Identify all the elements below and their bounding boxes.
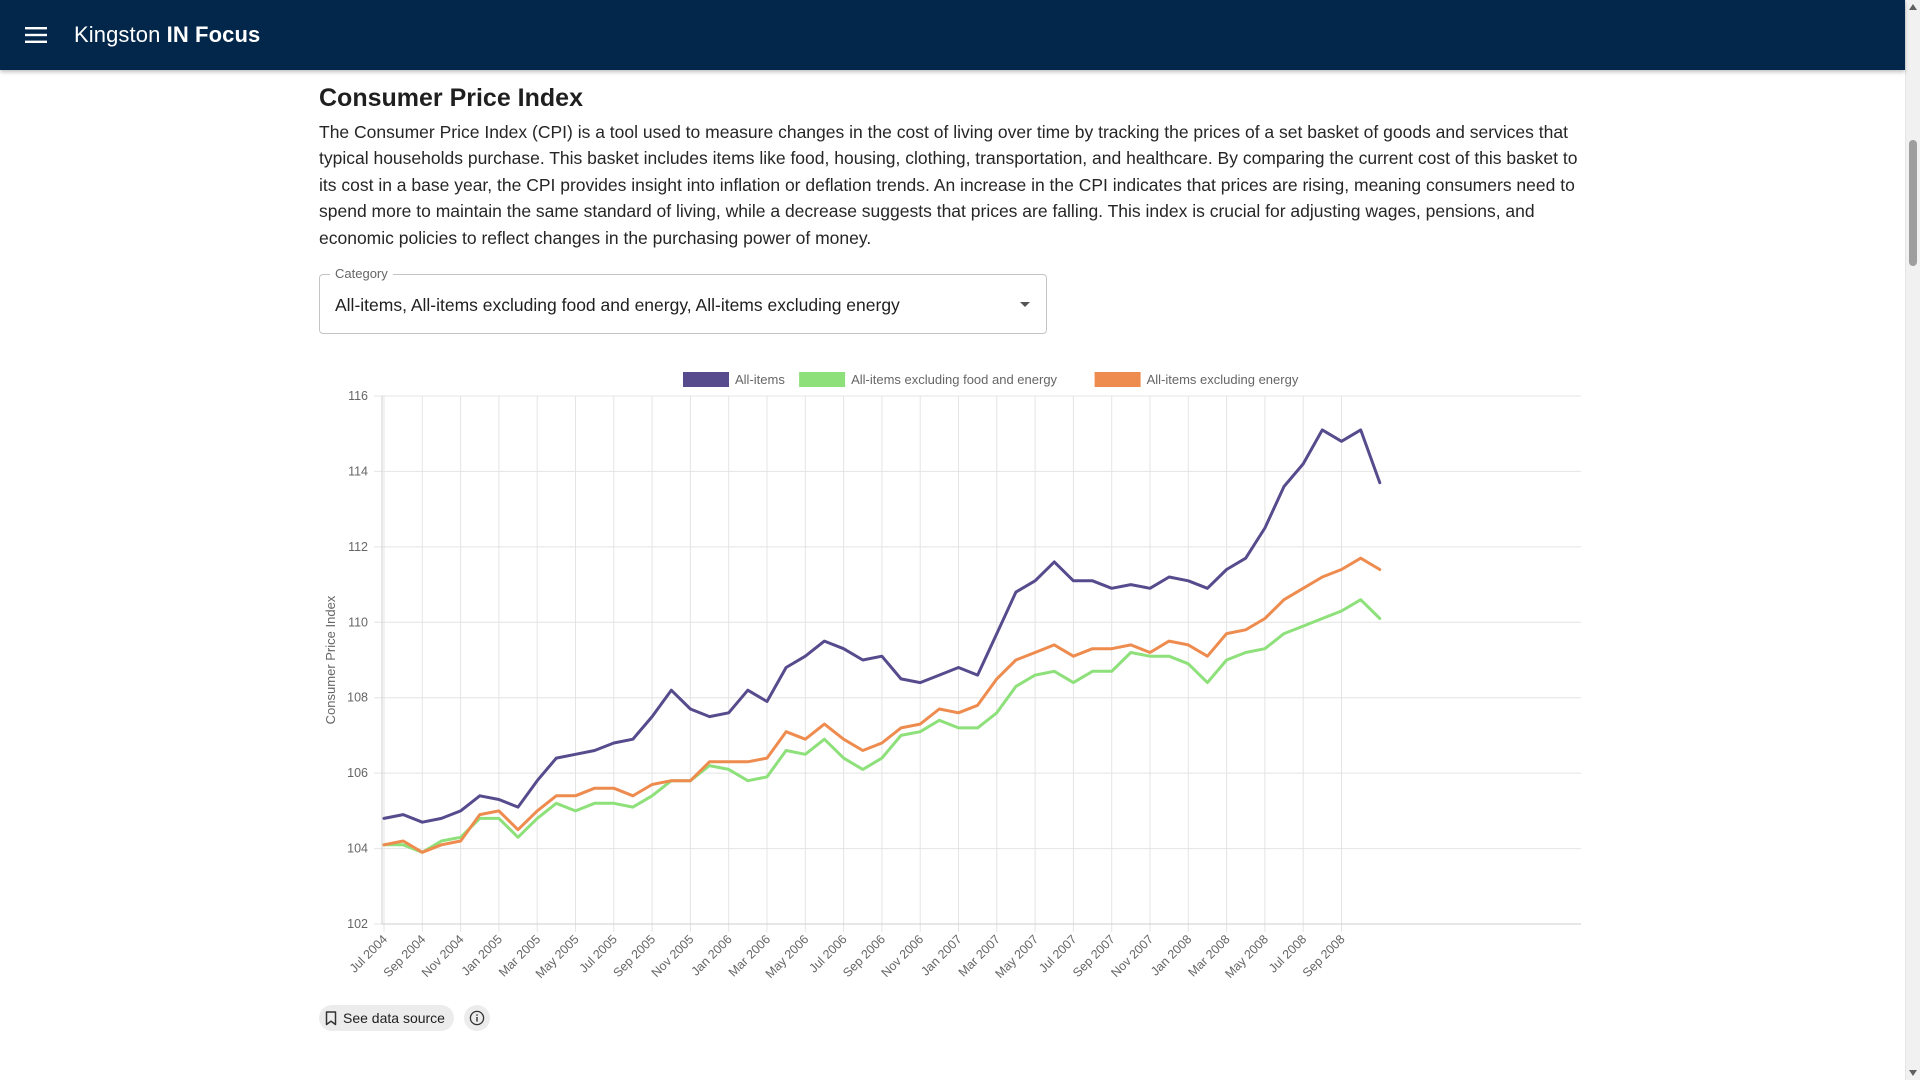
legend-label-0: All-items <box>735 372 785 387</box>
legend-swatch-2 <box>1094 372 1141 387</box>
category-select[interactable]: Category All-items, All-items excluding … <box>319 266 1047 334</box>
y-tick-label: 108 <box>347 691 368 705</box>
y-axis-title: Consumer Price Index <box>323 595 338 724</box>
y-tick-label: 102 <box>347 917 368 931</box>
menu-button[interactable] <box>18 17 54 53</box>
y-tick-label: 112 <box>348 540 368 554</box>
series-line-2 <box>382 556 1382 854</box>
x-tick-label: Nov 2007 <box>1108 932 1156 980</box>
hamburger-menu-icon <box>25 27 47 43</box>
legend-swatch-0 <box>683 372 729 387</box>
category-label: Category <box>330 266 393 281</box>
info-icon <box>469 1010 485 1026</box>
info-button[interactable] <box>463 1005 490 1031</box>
main-content: Consumer Price Index The Consumer Price … <box>319 78 1581 334</box>
category-value: All-items, All-items excluding food and … <box>335 295 900 315</box>
dropdown-caret-icon <box>1020 302 1030 307</box>
legend-label-1: All-items excluding food and energy <box>851 372 1057 387</box>
app-bar: Kingston IN Focus <box>0 0 1905 70</box>
page-title: Consumer Price Index <box>319 84 583 112</box>
legend-swatch-1 <box>799 372 846 387</box>
scroll-thumb[interactable] <box>1909 140 1917 266</box>
series-line-0 <box>382 428 1382 824</box>
y-tick-label: 110 <box>348 615 368 629</box>
page-description: The Consumer Price Index (CPI) is a tool… <box>319 122 1578 248</box>
x-tick-label: Nov 2005 <box>649 932 697 980</box>
series-line-1 <box>382 598 1382 854</box>
y-tick-label: 116 <box>348 389 368 403</box>
see-data-source-label: See data source <box>343 1010 445 1026</box>
x-tick-label: Nov 2006 <box>879 932 927 980</box>
scroll-down-arrow-icon[interactable] <box>1909 1070 1917 1076</box>
cpi-chart: 102 104 106 108 110 112 114 116 Jul 2004 Sep 2004… <box>319 362 1581 1002</box>
brand-bold: IN Focus <box>166 22 261 47</box>
y-tick-label: 104 <box>347 842 368 856</box>
bookmark-icon <box>325 1010 337 1025</box>
y-tick-label: 106 <box>347 766 368 780</box>
x-tick-label: Sep 2008 <box>1300 932 1348 980</box>
see-data-source-button[interactable]: See data source <box>319 1005 454 1031</box>
app-brand[interactable]: Kingston IN Focus <box>74 22 260 48</box>
x-tick-label: Nov 2004 <box>419 932 467 980</box>
scroll-up-arrow-icon[interactable] <box>1909 4 1917 10</box>
legend-label-2: All-items excluding energy <box>1147 372 1299 387</box>
data-source-row: See data source <box>319 1005 490 1031</box>
y-tick-label: 114 <box>348 464 368 478</box>
page-scrollbar[interactable] <box>1905 0 1920 1080</box>
brand-regular: Kingston <box>74 22 161 47</box>
